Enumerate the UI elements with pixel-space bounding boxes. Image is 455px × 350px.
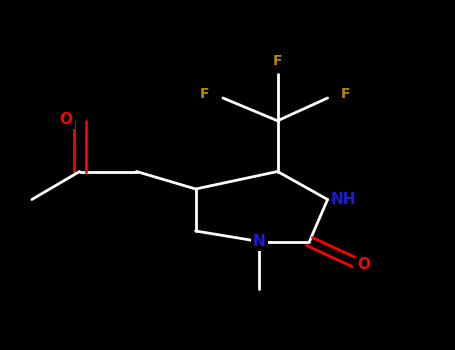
Text: F: F — [341, 88, 350, 102]
Text: F: F — [273, 54, 282, 68]
Text: NH: NH — [331, 192, 356, 207]
Text: N: N — [253, 234, 266, 249]
Text: F: F — [200, 88, 209, 102]
Text: O: O — [358, 257, 370, 272]
Text: O: O — [60, 112, 72, 126]
